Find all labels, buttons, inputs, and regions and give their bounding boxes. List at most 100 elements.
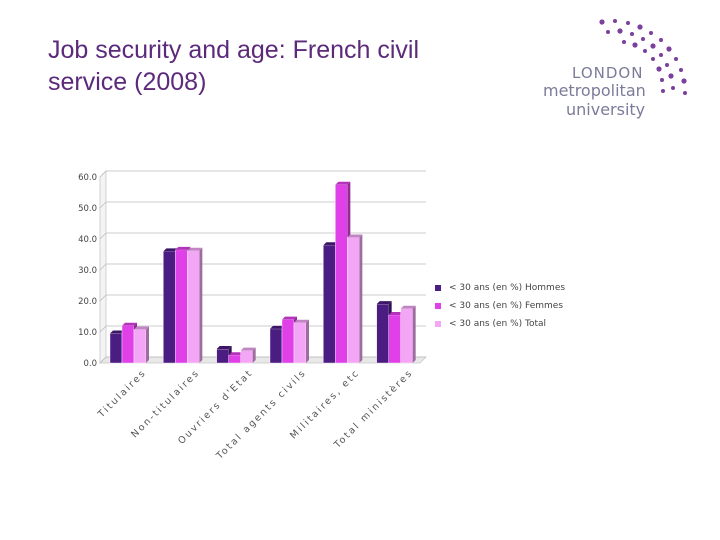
bar-top-2	[335, 181, 351, 185]
logo-dot	[660, 78, 664, 82]
logo-dot	[606, 30, 610, 34]
bar-side-3	[199, 247, 203, 363]
logo-dot	[649, 31, 653, 35]
gridline-diagonal	[99, 232, 107, 240]
logo-dot	[650, 43, 656, 49]
x-tick-label: Titulaires	[95, 367, 148, 420]
bar-top-1	[376, 301, 392, 305]
y-tick-label: 40.0	[78, 235, 97, 245]
bar-top-2	[122, 322, 137, 326]
bar-1	[163, 251, 176, 364]
logo-dot	[665, 63, 669, 67]
logo-dot	[641, 37, 645, 41]
bar-top-2	[282, 316, 297, 320]
legend-label-total: < 30 ans (en %) Total	[449, 319, 547, 329]
logo-dot	[613, 19, 617, 23]
title-line-2: service (2008)	[48, 68, 207, 96]
bar-2	[175, 249, 188, 364]
gridline-diagonal	[99, 325, 107, 333]
slide-title: Job security and age: French civil servi…	[48, 34, 528, 98]
title-line-1: Job security and age: French civil	[48, 36, 420, 64]
bar-2	[281, 319, 295, 364]
logo-dot	[617, 28, 623, 34]
legend-item-total: < 30 ans (en %) Total	[435, 315, 565, 333]
legend-swatch-femmes	[435, 303, 441, 309]
logo-dot	[683, 91, 687, 95]
bar-top-3	[240, 347, 256, 351]
logo-line-2: metropolitan	[543, 81, 646, 100]
y-tick-label: 30.0	[78, 266, 97, 276]
bar-1	[376, 303, 389, 364]
y-tick-label: 10.0	[78, 328, 97, 338]
bar-top-2	[175, 246, 191, 250]
bar-3	[347, 237, 360, 364]
logo-dot	[632, 42, 638, 48]
bar-top-2	[228, 352, 244, 356]
logo-dot	[599, 19, 605, 25]
x-tick-label: Total agents civils	[214, 367, 309, 462]
bar-3	[187, 250, 200, 364]
gridline-diagonal	[99, 356, 107, 364]
gridline-diagonal	[99, 170, 107, 178]
bar-side-3	[412, 305, 416, 363]
chart-legend: < 30 ans (en %) Hommes < 30 ans (en %) F…	[435, 279, 565, 333]
bar-top-1	[163, 248, 179, 252]
bar-side-3	[252, 347, 256, 363]
bar-top-3	[347, 234, 363, 238]
bar-top-1	[270, 325, 285, 329]
bar-2	[228, 355, 241, 364]
legend-label-femmes: < 30 ans (en %) Femmes	[449, 301, 564, 311]
bar-1	[109, 333, 123, 364]
legend-swatch-total	[435, 321, 441, 327]
logo-dot	[651, 57, 655, 61]
bar-top-2	[388, 311, 404, 315]
logo-dot	[679, 68, 683, 72]
legend-item-femmes: < 30 ans (en %) Femmes	[435, 297, 565, 315]
bar-side-3	[146, 326, 149, 363]
bar-top-1	[110, 330, 125, 334]
bar-2	[335, 184, 348, 364]
gridline-diagonal	[99, 294, 107, 302]
bar-1	[216, 348, 229, 364]
bar-top-3	[134, 326, 149, 330]
logo-dot	[671, 86, 675, 90]
legend-label-hommes: < 30 ans (en %) Hommes	[449, 283, 566, 293]
bar-top-3	[187, 247, 203, 251]
gridline-diagonal	[99, 201, 107, 209]
logo-dot	[622, 40, 626, 44]
logo-dot	[643, 49, 647, 53]
bar-side-3	[359, 234, 363, 363]
bar-1	[269, 328, 283, 364]
logo-dot	[630, 32, 634, 36]
y-tick-label: 50.0	[78, 204, 97, 214]
bar-2	[121, 325, 135, 364]
logo-dot	[668, 73, 674, 79]
bar-3	[400, 308, 413, 364]
logo-line-3: university	[566, 100, 646, 119]
logo-dot	[626, 21, 630, 25]
legend-item-hommes: < 30 ans (en %) Hommes	[435, 279, 565, 297]
legend-swatch-hommes	[435, 285, 441, 291]
logo-dot	[681, 78, 687, 84]
bar-3	[240, 350, 253, 364]
bar-2	[388, 314, 401, 364]
logo-dot	[656, 66, 662, 72]
logo-dot	[674, 57, 678, 61]
logo-line-1: LONDON	[572, 64, 644, 82]
bar-3	[293, 322, 307, 364]
y-tick-label: 20.0	[78, 297, 97, 307]
bar-3	[133, 329, 147, 364]
logo-dot-cluster	[599, 19, 687, 95]
logo-dot	[659, 53, 663, 57]
y-tick-label: 60.0	[78, 173, 97, 183]
bar-1	[323, 244, 336, 364]
logo-dot	[659, 38, 663, 42]
y-tick-label: 0.0	[83, 359, 97, 369]
logo-dot	[661, 89, 665, 93]
bar-side-3	[306, 319, 309, 363]
bar-top-1	[216, 346, 232, 350]
bar-top-3	[400, 305, 416, 309]
logo-dot	[637, 24, 643, 30]
logo-dot	[666, 46, 672, 52]
